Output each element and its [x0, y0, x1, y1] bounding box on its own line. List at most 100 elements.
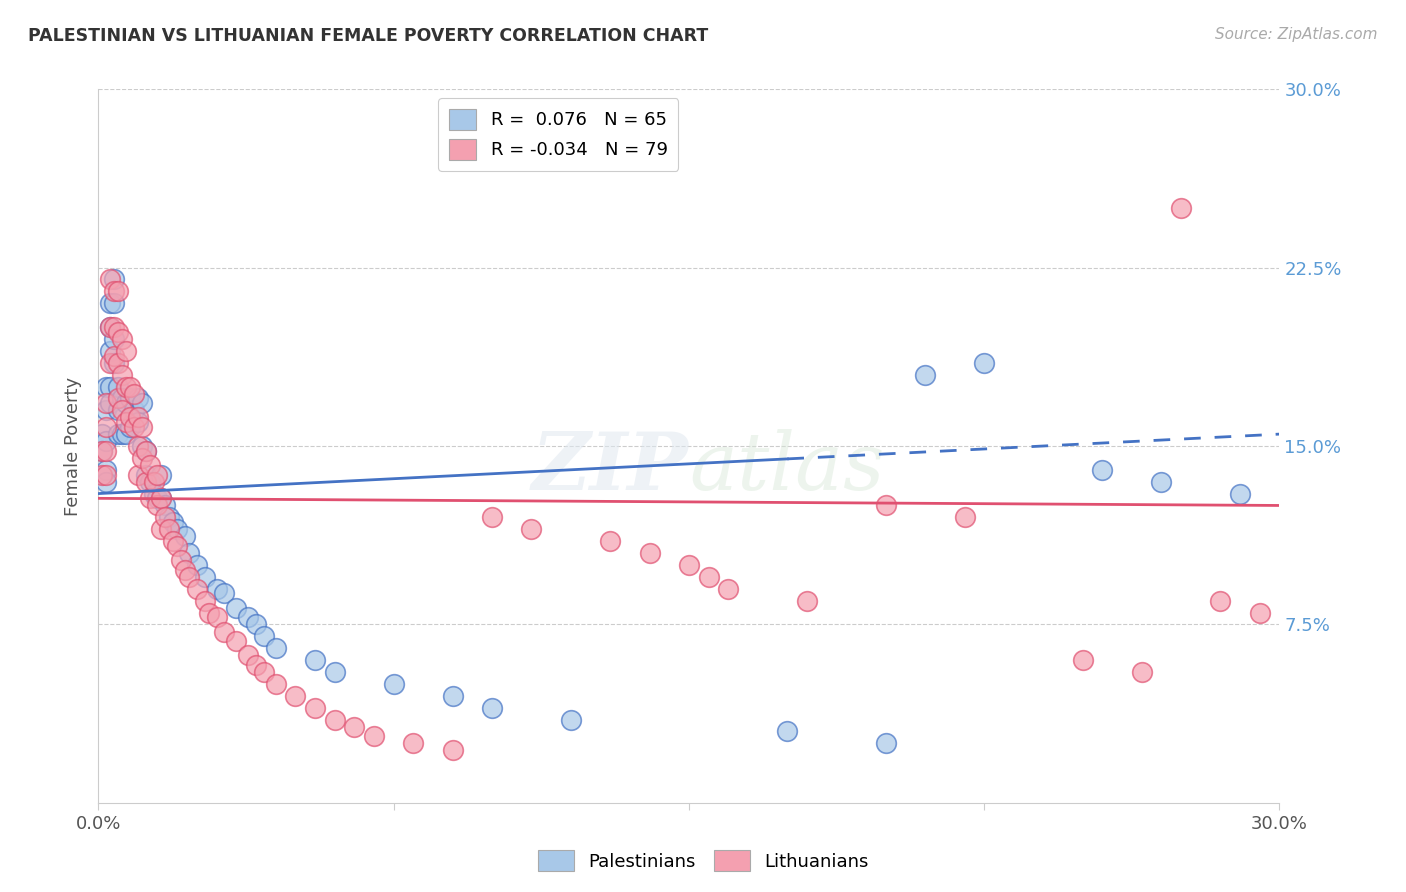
- Point: [91, 467, 114, 482]
- Point: [146, 467, 169, 482]
- Point: [107, 403, 129, 417]
- Point: [481, 510, 503, 524]
- Point: [402, 736, 425, 750]
- Point: [382, 677, 405, 691]
- Point: [236, 610, 259, 624]
- Point: [103, 349, 125, 363]
- Point: [103, 320, 125, 334]
- Point: [107, 356, 129, 370]
- Point: [155, 499, 177, 513]
- Point: [1209, 593, 1232, 607]
- Point: [186, 582, 208, 596]
- Point: [118, 379, 141, 393]
- Point: [96, 467, 118, 482]
- Point: [131, 396, 153, 410]
- Point: [796, 593, 818, 607]
- Point: [103, 285, 125, 299]
- Point: [441, 743, 464, 757]
- Point: [875, 736, 897, 750]
- Point: [245, 657, 267, 672]
- Point: [111, 403, 134, 417]
- Point: [1249, 606, 1271, 620]
- Point: [177, 570, 200, 584]
- Point: [678, 558, 700, 572]
- Point: [253, 665, 276, 679]
- Point: [111, 332, 134, 346]
- Point: [118, 420, 141, 434]
- Point: [98, 320, 121, 334]
- Point: [177, 546, 200, 560]
- Point: [481, 700, 503, 714]
- Point: [107, 325, 129, 339]
- Point: [146, 499, 169, 513]
- Point: [103, 272, 125, 286]
- Point: [98, 343, 121, 358]
- Point: [264, 677, 287, 691]
- Point: [186, 558, 208, 572]
- Point: [96, 379, 118, 393]
- Point: [98, 379, 121, 393]
- Point: [96, 475, 118, 489]
- Point: [91, 427, 114, 442]
- Point: [1130, 665, 1153, 679]
- Point: [96, 463, 118, 477]
- Point: [150, 491, 173, 506]
- Point: [194, 593, 217, 607]
- Point: [111, 368, 134, 382]
- Point: [214, 586, 236, 600]
- Point: [323, 665, 346, 679]
- Text: Source: ZipAtlas.com: Source: ZipAtlas.com: [1215, 27, 1378, 42]
- Point: [138, 491, 160, 506]
- Point: [122, 403, 145, 417]
- Point: [96, 420, 118, 434]
- Point: [253, 629, 276, 643]
- Point: [194, 570, 217, 584]
- Point: [103, 356, 125, 370]
- Point: [127, 392, 149, 406]
- Point: [441, 689, 464, 703]
- Point: [155, 510, 177, 524]
- Point: [127, 410, 149, 425]
- Text: ZIP: ZIP: [531, 429, 689, 506]
- Point: [98, 296, 121, 310]
- Point: [98, 320, 121, 334]
- Point: [1071, 653, 1094, 667]
- Text: atlas: atlas: [689, 429, 884, 506]
- Point: [875, 499, 897, 513]
- Point: [150, 467, 173, 482]
- Point: [1229, 486, 1251, 500]
- Point: [166, 522, 188, 536]
- Point: [127, 415, 149, 429]
- Point: [162, 534, 184, 549]
- Point: [135, 443, 157, 458]
- Point: [115, 396, 138, 410]
- Point: [142, 475, 165, 489]
- Legend: Palestinians, Lithuanians: Palestinians, Lithuanians: [530, 843, 876, 879]
- Point: [1091, 463, 1114, 477]
- Point: [150, 522, 173, 536]
- Point: [174, 529, 197, 543]
- Point: [127, 467, 149, 482]
- Point: [107, 392, 129, 406]
- Point: [103, 296, 125, 310]
- Point: [343, 720, 366, 734]
- Point: [107, 379, 129, 393]
- Point: [131, 420, 153, 434]
- Point: [122, 386, 145, 401]
- Point: [111, 427, 134, 442]
- Point: [264, 641, 287, 656]
- Point: [304, 653, 326, 667]
- Point: [520, 522, 543, 536]
- Point: [150, 491, 173, 506]
- Point: [717, 582, 740, 596]
- Point: [197, 606, 219, 620]
- Point: [115, 343, 138, 358]
- Point: [205, 610, 228, 624]
- Point: [131, 450, 153, 465]
- Point: [142, 486, 165, 500]
- Point: [225, 634, 247, 648]
- Point: [205, 582, 228, 596]
- Point: [96, 403, 118, 417]
- Point: [174, 563, 197, 577]
- Point: [96, 396, 118, 410]
